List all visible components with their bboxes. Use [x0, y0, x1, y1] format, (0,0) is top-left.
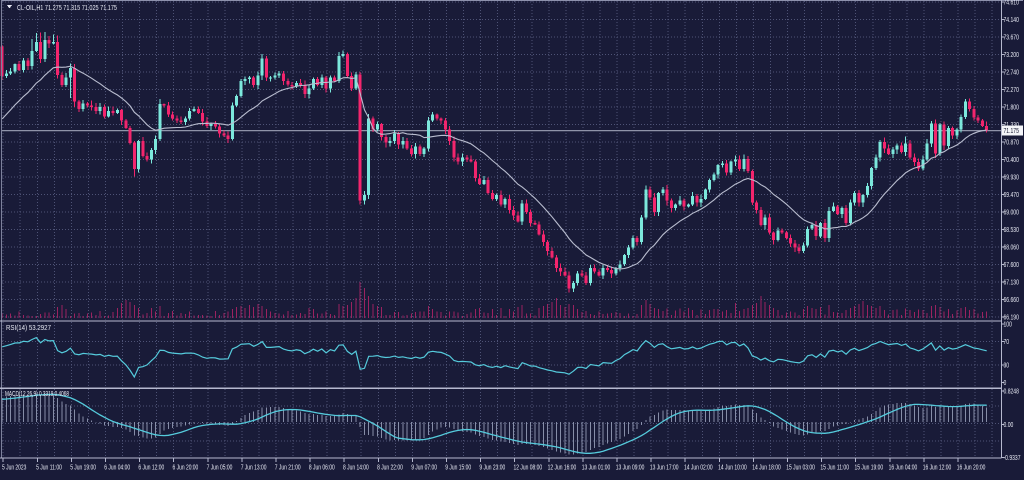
svg-text:67.600: 67.600 [1004, 262, 1019, 269]
svg-text:15 Jun 19:00: 15 Jun 19:00 [855, 464, 884, 471]
svg-text:RSI(14) 53.2927: RSI(14) 53.2927 [6, 325, 51, 332]
svg-text:68.060: 68.060 [1004, 245, 1019, 252]
svg-text:74.140: 74.140 [1004, 17, 1019, 24]
svg-text:7 Jun 13:00: 7 Jun 13:00 [241, 464, 267, 471]
svg-text:70: 70 [1004, 339, 1010, 346]
svg-text:MACD(12,26,9) 0.3319 0.4068: MACD(12,26,9) 0.3319 0.4068 [5, 391, 69, 398]
svg-text:6 Jun 04:00: 6 Jun 04:00 [104, 464, 130, 471]
svg-text:13 Jun 17:00: 13 Jun 17:00 [650, 464, 679, 471]
svg-text:15 Jun 03:00: 15 Jun 03:00 [786, 464, 815, 471]
svg-text:6 Jun 20:00: 6 Jun 20:00 [173, 464, 199, 471]
svg-text:9 Jun 23:00: 9 Jun 23:00 [479, 464, 505, 471]
svg-text:70.400: 70.400 [1004, 157, 1019, 164]
svg-text:16 Jun 04:00: 16 Jun 04:00 [889, 464, 918, 471]
svg-text:12 Jun 08:00: 12 Jun 08:00 [514, 464, 543, 471]
svg-text:8 Jun 22:00: 8 Jun 22:00 [377, 464, 403, 471]
svg-text:8 Jun 14:00: 8 Jun 14:00 [343, 464, 369, 471]
svg-text:9 Jun 15:00: 9 Jun 15:00 [445, 464, 471, 471]
svg-text:72.270: 72.270 [1004, 87, 1019, 94]
svg-text:30: 30 [1004, 362, 1010, 369]
svg-text:8 Jun 06:00: 8 Jun 06:00 [309, 464, 335, 471]
svg-text:70.870: 70.870 [1004, 140, 1019, 147]
svg-text:66.190: 66.190 [1004, 315, 1019, 322]
svg-text:66.660: 66.660 [1004, 297, 1019, 304]
svg-text:5 Jun 11:00: 5 Jun 11:00 [36, 464, 62, 471]
svg-text:15 Jun 11:00: 15 Jun 11:00 [820, 464, 849, 471]
svg-text:14 Jun 10:00: 14 Jun 10:00 [718, 464, 747, 471]
svg-text:73.200: 73.200 [1004, 52, 1019, 59]
svg-text:69.000: 69.000 [1004, 210, 1019, 217]
svg-text:71.175: 71.175 [1004, 128, 1019, 135]
svg-text:69.470: 69.470 [1004, 192, 1019, 199]
svg-text:72.740: 72.740 [1004, 70, 1019, 77]
svg-text:14 Jun 02:00: 14 Jun 02:00 [684, 464, 713, 471]
svg-text:7 Jun 21:00: 7 Jun 21:00 [275, 464, 301, 471]
svg-text:67.130: 67.130 [1004, 280, 1019, 287]
svg-text:0: 0 [1004, 380, 1007, 387]
svg-text:14 Jun 18:00: 14 Jun 18:00 [752, 464, 781, 471]
svg-text:73.670: 73.670 [1004, 35, 1019, 42]
svg-text:7 Jun 05:00: 7 Jun 05:00 [207, 464, 233, 471]
svg-text:71.800: 71.800 [1004, 105, 1019, 112]
svg-text:16 Jun 20:00: 16 Jun 20:00 [957, 464, 986, 471]
svg-text:68.530: 68.530 [1004, 227, 1019, 234]
svg-text:12 Jun 16:00: 12 Jun 16:00 [548, 464, 577, 471]
svg-text:6 Jun 12:00: 6 Jun 12:00 [138, 464, 164, 471]
svg-text:0.00: 0.00 [1004, 422, 1014, 429]
svg-text:100: 100 [1004, 322, 1012, 329]
svg-text:9 Jun 07:00: 9 Jun 07:00 [411, 464, 437, 471]
svg-text:13 Jun 09:00: 13 Jun 09:00 [616, 464, 645, 471]
svg-text:5 Jun 2023: 5 Jun 2023 [2, 464, 26, 471]
svg-text:69.930: 69.930 [1004, 175, 1019, 182]
svg-text:5 Jun 19:00: 5 Jun 19:00 [70, 464, 96, 471]
svg-text:13 Jun 01:00: 13 Jun 01:00 [582, 464, 611, 471]
svg-text:16 Jun 12:00: 16 Jun 12:00 [923, 464, 952, 471]
svg-text:-0.9337: -0.9337 [1004, 455, 1021, 462]
svg-text:CL-OIL,H1 71.275 71.315 71.025: CL-OIL,H1 71.275 71.315 71.025 71.175 [17, 3, 117, 12]
svg-text:74.610: 74.610 [1004, 0, 1019, 7]
svg-text:0.8248: 0.8248 [1004, 388, 1019, 395]
